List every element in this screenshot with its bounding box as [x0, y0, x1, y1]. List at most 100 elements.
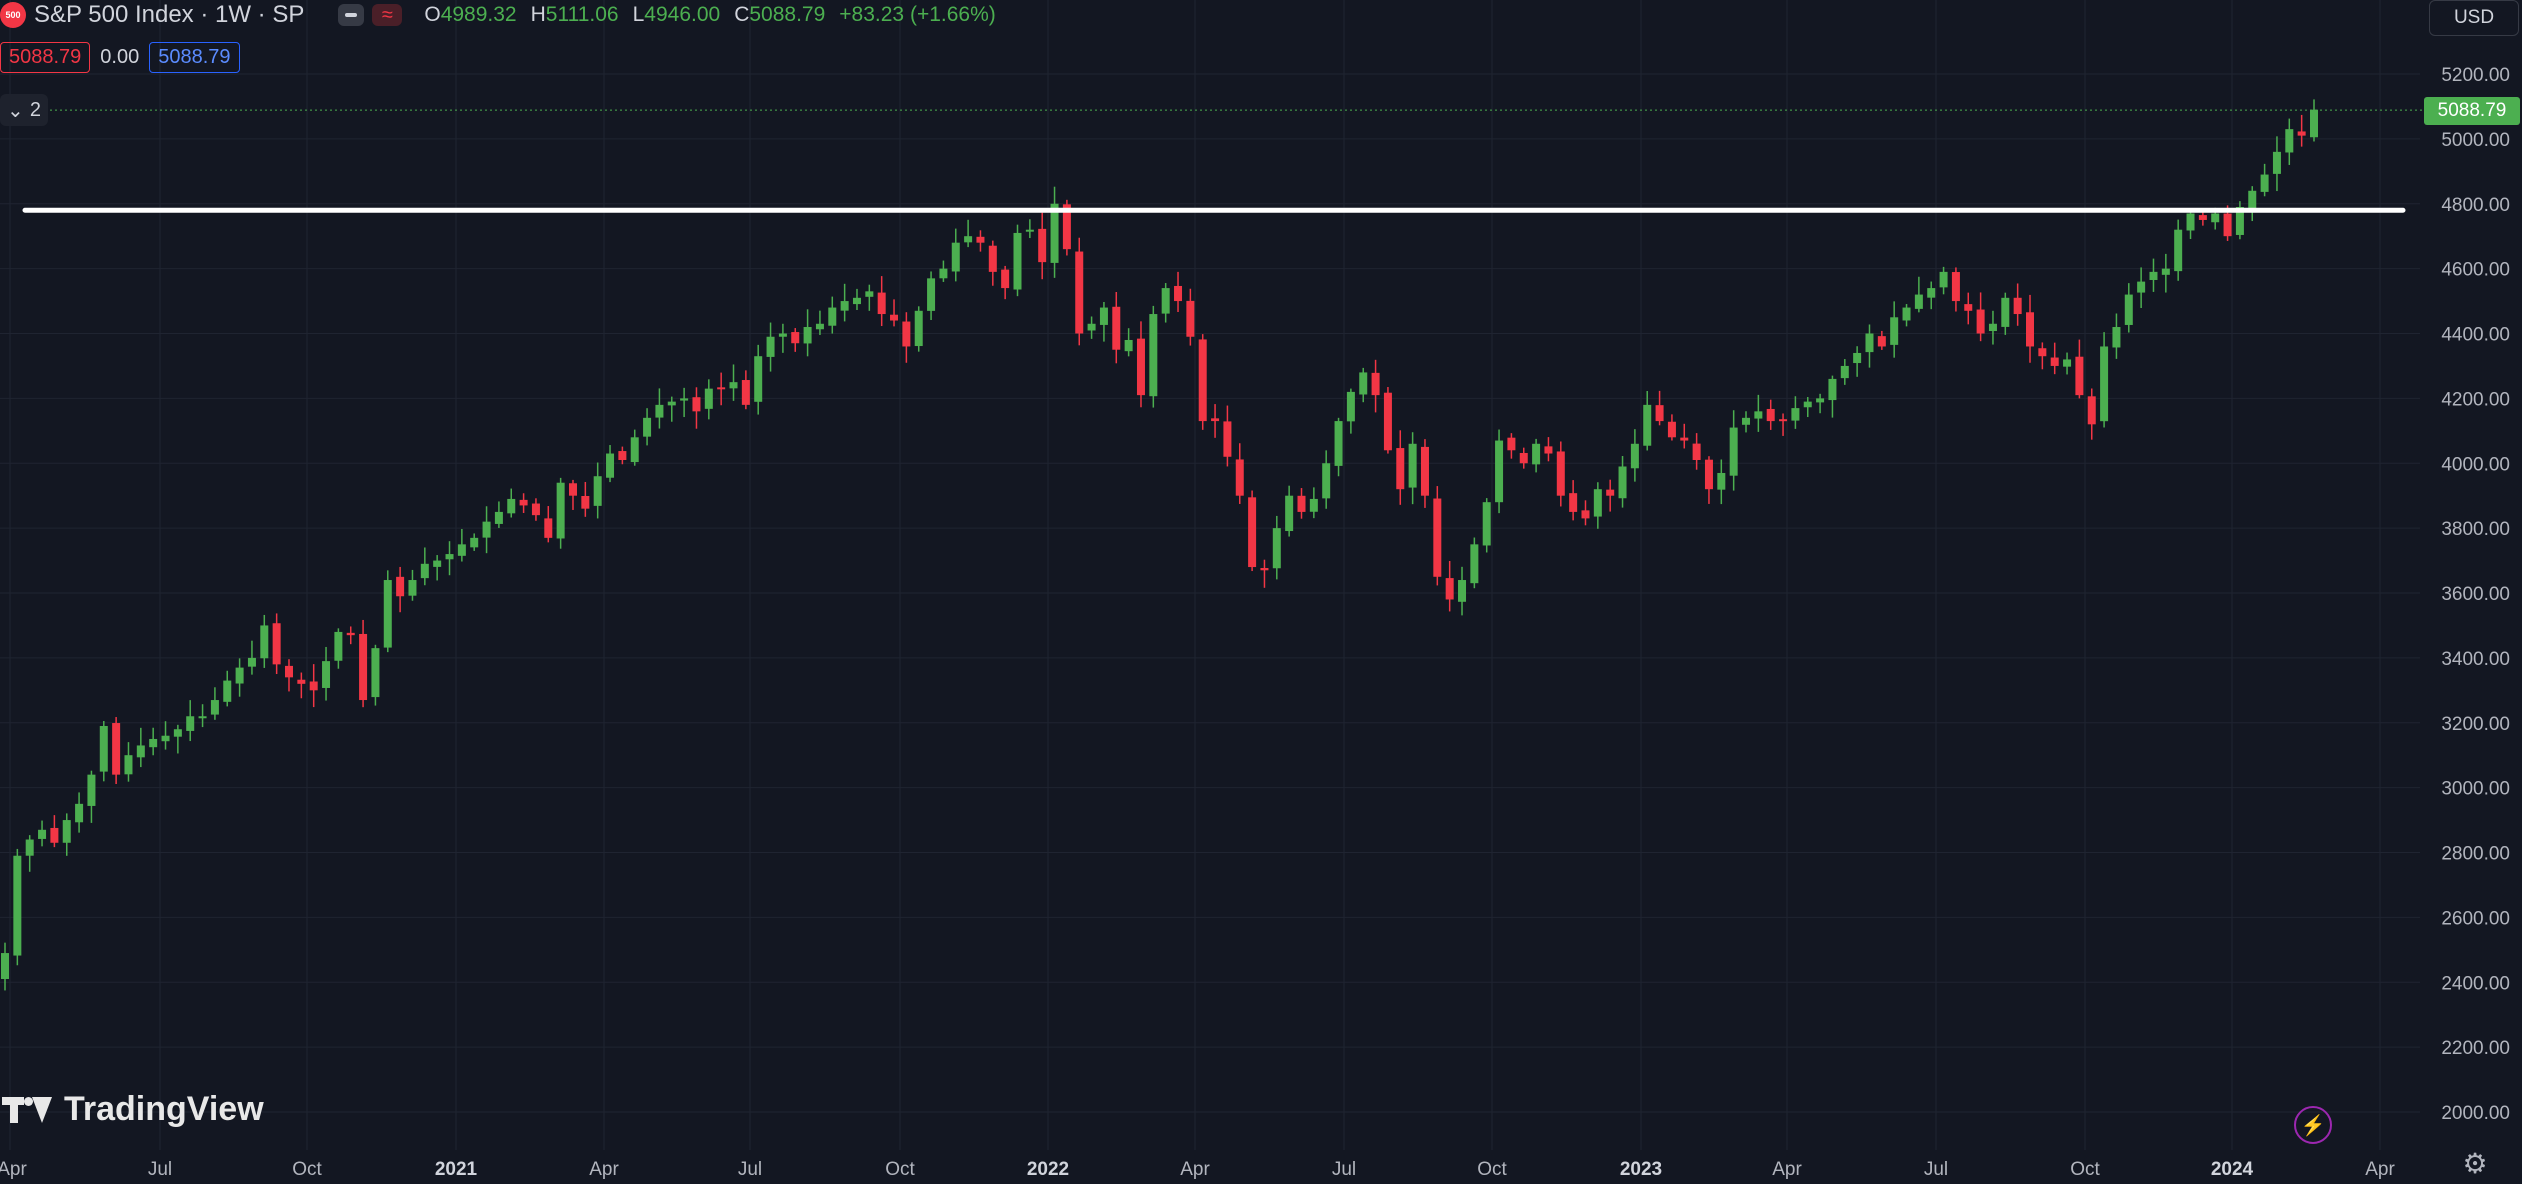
high-label: H: [530, 3, 546, 26]
candle-body: [1062, 204, 1071, 250]
indicators-toggle[interactable]: ⌄ 2: [0, 94, 48, 126]
candle-body: [815, 323, 824, 330]
candle-body: [235, 667, 244, 684]
candle-body: [136, 745, 145, 758]
candle-body: [865, 291, 874, 297]
candle-body: [1149, 314, 1158, 397]
candle-body: [852, 297, 861, 305]
x-tick-label: 2024: [2211, 1159, 2254, 1180]
candle-body: [186, 716, 195, 731]
candle-body: [2063, 359, 2072, 367]
candle-body: [1433, 498, 1442, 577]
candle-body: [1285, 495, 1294, 532]
candle-body: [1667, 421, 1676, 438]
candle-body: [1248, 497, 1257, 568]
candle-body: [2013, 297, 2022, 315]
candle-body: [1717, 472, 1726, 490]
high-value: 5111.06: [545, 3, 619, 26]
x-tick-label: Apr: [2365, 1159, 2395, 1180]
candle-body: [1260, 568, 1269, 571]
candle-body: [1371, 372, 1380, 396]
candle-body: [2272, 151, 2281, 174]
candle-body: [519, 499, 528, 506]
y-tick-label: 4800.00: [2441, 195, 2510, 216]
x-tick-label: Apr: [1772, 1159, 1802, 1180]
market-closed-icon[interactable]: ≈: [372, 4, 403, 26]
candle-body: [890, 314, 899, 321]
candle-body: [680, 398, 689, 401]
candle-body: [1396, 448, 1405, 490]
candle-body: [1124, 339, 1133, 352]
candle-body: [494, 511, 503, 524]
x-tick-label: Jul: [738, 1159, 762, 1180]
x-tick-label: Apr: [0, 1159, 27, 1180]
candle-body: [1902, 307, 1911, 321]
sp500-logo: 500: [0, 2, 26, 28]
candle-body: [507, 498, 516, 514]
x-tick-label: 2022: [1027, 1159, 1069, 1180]
candle-body: [951, 242, 960, 272]
y-tick-label: 2600.00: [2441, 908, 2510, 929]
candle-body: [1729, 427, 1738, 476]
candle-body: [2050, 357, 2059, 366]
candle-body: [1297, 495, 1306, 512]
candle-body: [1235, 459, 1244, 496]
candle-body: [741, 380, 750, 405]
hide-legend-button[interactable]: [338, 4, 365, 26]
sell-button[interactable]: 5088.79: [0, 42, 91, 73]
candle-body: [223, 680, 232, 702]
candle-body: [2186, 213, 2195, 231]
open-label: O: [424, 3, 441, 26]
candle-body: [38, 829, 47, 839]
y-tick-label: 3000.00: [2441, 779, 2510, 800]
x-tick-label: Apr: [589, 1159, 619, 1180]
candle-body: [87, 774, 96, 806]
lightning-icon[interactable]: ⚡: [2294, 1106, 2332, 1144]
gear-icon[interactable]: ⚙: [2462, 1147, 2488, 1179]
candle-body: [346, 632, 355, 636]
last-price-tag: 5088.79: [2424, 97, 2520, 125]
candle-body: [1914, 294, 1923, 309]
candle-body: [704, 388, 713, 409]
ohlc-values: O4989.32 H5111.06 L4946.00 C5088.79 +83.…: [424, 3, 995, 27]
candle-body: [717, 387, 726, 390]
candle-body: [1112, 306, 1121, 350]
tradingview-logo[interactable]: TradingView: [2, 1090, 264, 1129]
candle-body: [2026, 312, 2035, 347]
candle-body: [667, 401, 676, 406]
candle-body: [322, 661, 331, 688]
y-tick-label: 3200.00: [2441, 714, 2510, 735]
candle-body: [1939, 271, 1948, 288]
time-axis[interactable]: Apr Jul Oct 2021 Apr Jul Oct 2022 Apr Jul Oct 2023 A…: [0, 1159, 2395, 1180]
y-tick-label: 2800.00: [2441, 844, 2510, 865]
candle-body: [1853, 352, 1862, 364]
open-value: 4989.32: [440, 3, 517, 26]
currency-selector[interactable]: USD: [2429, 0, 2519, 36]
candle-body: [2198, 215, 2207, 220]
candle-body: [1692, 443, 1701, 461]
candle-body: [1223, 421, 1232, 457]
candle-body: [1136, 338, 1145, 396]
y-tick-label: 2400.00: [2441, 973, 2510, 994]
candle-body: [1482, 502, 1491, 546]
candle-body: [2235, 206, 2244, 235]
price-axis[interactable]: 5200.00 5000.00 4800.00 4600.00 4400.00 4200.…: [2441, 65, 2510, 1124]
candle-body: [396, 576, 405, 597]
candle-body: [568, 483, 577, 496]
candle-body: [902, 321, 911, 347]
symbol-title[interactable]: S&P 500 Index · 1W · SP: [34, 1, 305, 28]
candle-body: [1890, 317, 1899, 345]
candle-body: [359, 633, 368, 701]
chart-grid: [0, 0, 2420, 1150]
candle-body: [99, 725, 108, 772]
candle-body: [1630, 443, 1639, 469]
candle-body: [1569, 493, 1578, 512]
candle-body: [198, 716, 207, 719]
chevron-down-icon: ⌄: [7, 99, 24, 122]
x-tick-label: Oct: [292, 1159, 322, 1180]
candle-body: [1198, 339, 1207, 422]
candle-body: [2038, 348, 2047, 357]
buy-button[interactable]: 5088.79: [149, 42, 240, 73]
y-tick-label: 4600.00: [2441, 260, 2510, 281]
